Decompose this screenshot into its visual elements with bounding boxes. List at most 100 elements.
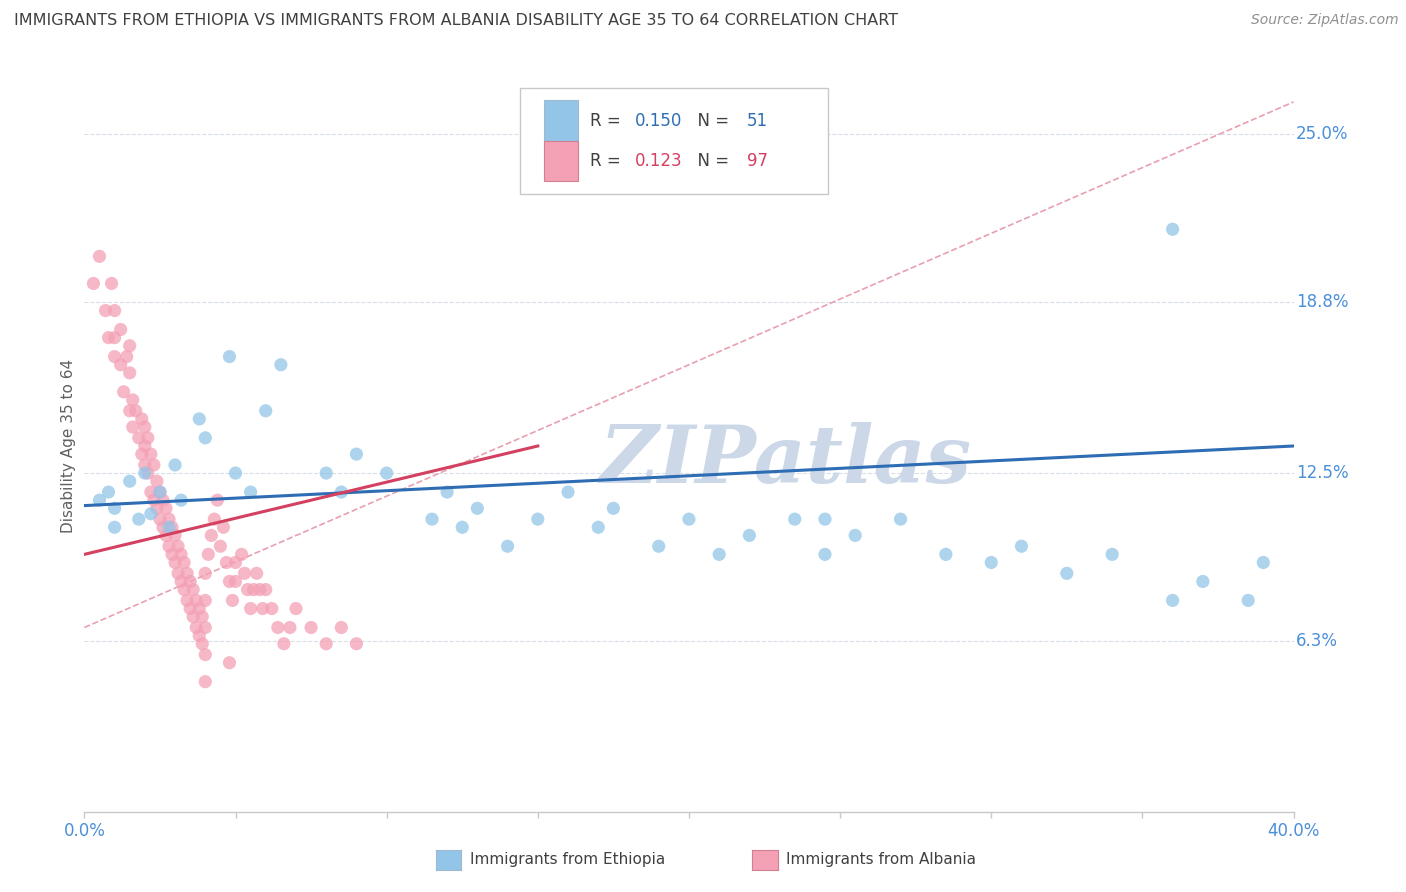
Point — [110, 322, 132, 336]
Point — [270, 358, 292, 372]
Point — [134, 466, 156, 480]
Point — [890, 512, 912, 526]
Point — [121, 392, 143, 407]
Point — [152, 493, 174, 508]
Point — [104, 350, 127, 364]
Point — [1251, 556, 1274, 570]
Point — [194, 566, 217, 581]
Point — [157, 520, 180, 534]
Point — [170, 547, 193, 561]
Point — [254, 582, 277, 597]
Text: R =: R = — [589, 152, 626, 169]
Point — [346, 447, 368, 461]
Point — [1101, 547, 1123, 561]
Point — [128, 431, 150, 445]
Point — [136, 431, 159, 445]
Point — [104, 303, 127, 318]
Point — [194, 648, 217, 662]
Point — [89, 249, 111, 263]
Point — [218, 574, 240, 589]
Point — [104, 331, 127, 345]
Point — [436, 485, 458, 500]
Point — [678, 512, 700, 526]
Point — [194, 593, 217, 607]
Text: 25.0%: 25.0% — [1296, 126, 1348, 144]
Point — [225, 574, 247, 589]
Point — [844, 528, 866, 542]
Point — [181, 582, 204, 597]
Point — [134, 458, 156, 472]
Point — [588, 520, 610, 534]
Point — [935, 547, 957, 561]
Point — [709, 547, 731, 561]
Point — [209, 539, 232, 553]
Point — [194, 674, 217, 689]
Point — [239, 601, 262, 615]
Point — [191, 609, 214, 624]
Text: 0.150: 0.150 — [634, 112, 682, 129]
Point — [155, 528, 177, 542]
Point — [149, 485, 172, 500]
Point — [118, 366, 141, 380]
Point — [467, 501, 489, 516]
Point — [160, 547, 183, 561]
Text: ZIPatlas: ZIPatlas — [599, 422, 972, 500]
Point — [157, 539, 180, 553]
Point — [152, 520, 174, 534]
Text: N =: N = — [686, 112, 734, 129]
Point — [254, 404, 277, 418]
Point — [236, 582, 259, 597]
Point — [163, 556, 186, 570]
Point — [526, 512, 548, 526]
Point — [118, 339, 141, 353]
Point — [100, 277, 122, 291]
Point — [163, 458, 186, 472]
Point — [82, 277, 104, 291]
Bar — [544, 141, 578, 181]
Point — [179, 574, 201, 589]
Point — [194, 431, 217, 445]
Text: IMMIGRANTS FROM ETHIOPIA VS IMMIGRANTS FROM ALBANIA DISABILITY AGE 35 TO 64 CORR: IMMIGRANTS FROM ETHIOPIA VS IMMIGRANTS F… — [14, 13, 898, 29]
Point — [157, 512, 180, 526]
Point — [246, 566, 269, 581]
Point — [1056, 566, 1078, 581]
Text: 51: 51 — [747, 112, 768, 129]
Point — [252, 601, 274, 615]
Point — [181, 609, 204, 624]
Text: 18.8%: 18.8% — [1296, 293, 1348, 311]
Point — [104, 501, 127, 516]
Point — [146, 501, 169, 516]
Y-axis label: Disability Age 35 to 64: Disability Age 35 to 64 — [60, 359, 76, 533]
Text: Source: ZipAtlas.com: Source: ZipAtlas.com — [1251, 13, 1399, 28]
FancyBboxPatch shape — [520, 87, 828, 194]
Point — [557, 485, 579, 500]
Bar — [544, 101, 578, 141]
Point — [131, 447, 153, 461]
Point — [225, 556, 247, 570]
Point — [89, 493, 111, 508]
Point — [273, 637, 295, 651]
Point — [221, 593, 243, 607]
Point — [115, 350, 138, 364]
Point — [231, 547, 253, 561]
Point — [191, 637, 214, 651]
Point — [200, 528, 222, 542]
Point — [315, 466, 337, 480]
Point — [155, 501, 177, 516]
Point — [139, 447, 162, 461]
Point — [128, 512, 150, 526]
Text: Immigrants from Ethiopia: Immigrants from Ethiopia — [470, 853, 665, 867]
Point — [170, 574, 193, 589]
Point — [278, 620, 301, 634]
Text: R =: R = — [589, 112, 626, 129]
Point — [260, 601, 283, 615]
Point — [1161, 222, 1184, 236]
Point — [814, 547, 837, 561]
Point — [194, 620, 217, 634]
Point — [118, 474, 141, 488]
Point — [176, 593, 198, 607]
Point — [284, 601, 308, 615]
Point — [142, 493, 165, 508]
Point — [496, 539, 519, 553]
Point — [160, 520, 183, 534]
